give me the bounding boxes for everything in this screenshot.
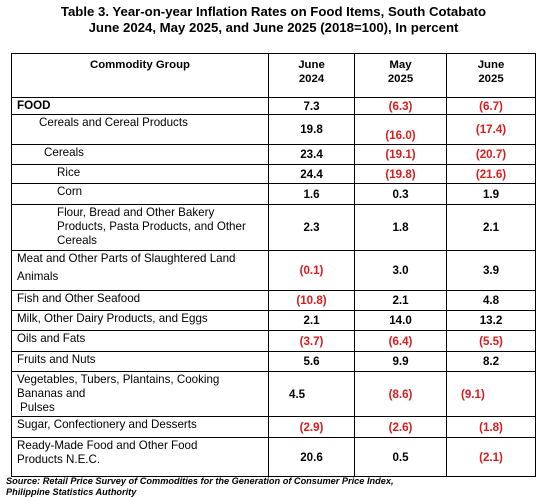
row-label: Corn <box>11 183 269 205</box>
table-row: Cereals and Cereal Products 19.8 (16.0) … <box>11 114 536 145</box>
header-may-2025: May 2025 <box>354 53 447 98</box>
row-label: Meat and Other Parts of Slaughtered Land… <box>11 250 269 291</box>
cell-may-2025: (16.0) <box>354 114 447 145</box>
source-line-1: Source: Retail Price Survey of Commoditi… <box>6 476 394 486</box>
row-label: Rice <box>11 164 269 184</box>
cell-may-2025: 0.3 <box>354 183 447 205</box>
cell-june-2025: (20.7) <box>446 144 536 165</box>
cell-june-2024: (2.9) <box>268 416 355 438</box>
cell-june-2025: 3.9 <box>446 250 536 291</box>
cell-june-2024: (10.8) <box>268 290 355 311</box>
title-line-1: Table 3. Year-on-year Inflation Rates on… <box>60 4 487 19</box>
cell-may-2025: 2.1 <box>354 290 447 311</box>
cell-may-2025: 9.9 <box>354 351 447 372</box>
table-row: Milk, Other Dairy Products, and Eggs 2.1… <box>11 310 536 331</box>
cell-june-2024: 1.6 <box>268 183 355 205</box>
cell-may-2025: (8.6) <box>354 371 447 417</box>
title-line-2: June 2024, May 2025, and June 2025 (2018… <box>88 20 459 35</box>
cell-may-2025: (19.1) <box>354 144 447 165</box>
table-row: Cereals 23.4 (19.1) (20.7) <box>11 144 536 165</box>
cell-may-2025: (19.8) <box>354 164 447 184</box>
header-commodity-group: Commodity Group <box>11 53 269 98</box>
cell-june-2024: (3.7) <box>268 330 355 352</box>
row-label: Flour, Bread and Other Bakery Products, … <box>11 204 269 251</box>
cell-june-2025: 4.8 <box>446 290 536 311</box>
table-row: Meat and Other Parts of Slaughtered Land… <box>11 250 536 291</box>
inflation-table: Commodity Group June 2024 May 2025 June 202… <box>11 53 536 477</box>
cell-june-2024: 24.4 <box>268 164 355 184</box>
cell-june-2025: (17.4) <box>446 114 536 145</box>
cell-june-2024: 7.3 <box>268 97 355 115</box>
row-label: Fish and Other Seafood <box>11 290 269 311</box>
cell-june-2024: 19.8 <box>268 114 355 145</box>
row-label: Milk, Other Dairy Products, and Eggs <box>11 310 269 331</box>
cell-june-2024: 2.1 <box>268 310 355 331</box>
cell-may-2025: 1.8 <box>354 204 447 251</box>
cell-may-2025: (6.3) <box>354 97 447 115</box>
row-label: FOOD <box>11 97 269 115</box>
cell-june-2024: 2.3 <box>268 204 355 251</box>
row-label: Cereals <box>11 144 269 165</box>
table-row: Corn 1.6 0.3 1.9 <box>11 183 536 205</box>
table-row: Ready-Made Food and Other Food Products … <box>11 437 536 477</box>
cell-june-2025: (9.1) <box>446 371 536 417</box>
cell-june-2025: 1.9 <box>446 183 536 205</box>
table-row: Rice 24.4 (19.8) (21.6) <box>11 164 536 184</box>
row-label: Oils and Fats <box>11 330 269 352</box>
cell-june-2025: 8.2 <box>446 351 536 372</box>
cell-june-2025: (2.1) <box>446 437 536 477</box>
cell-june-2025: (1.8) <box>446 416 536 438</box>
table-row: Flour, Bread and Other Bakery Products, … <box>11 204 536 251</box>
cell-june-2024: 23.4 <box>268 144 355 165</box>
cell-june-2025: 13.2 <box>446 310 536 331</box>
row-label: Ready-Made Food and Other Food Products … <box>11 437 269 477</box>
header-row: Commodity Group June 2024 May 2025 June 202… <box>11 53 536 98</box>
cell-may-2025: 0.5 <box>354 437 447 477</box>
cell-june-2024: (0.1) <box>268 250 355 291</box>
cell-may-2025: 14.0 <box>354 310 447 331</box>
cell-june-2024: 20.6 <box>268 437 355 477</box>
cell-june-2025: (21.6) <box>446 164 536 184</box>
cell-may-2025: (6.4) <box>354 330 447 352</box>
table-row: Oils and Fats (3.7) (6.4) (5.5) <box>11 330 536 352</box>
cell-june-2025: 2.1 <box>446 204 536 251</box>
row-label: Fruits and Nuts <box>11 351 269 372</box>
cell-may-2025: (2.6) <box>354 416 447 438</box>
table-title: Table 3. Year-on-year Inflation Rates on… <box>0 4 547 36</box>
cell-june-2024: 4.5 <box>268 371 355 417</box>
row-label: Sugar, Confectionery and Desserts <box>11 416 269 438</box>
header-june-2024: June 2024 <box>268 53 355 98</box>
table-row: Vegetables, Tubers, Plantains, Cooking B… <box>11 371 536 417</box>
source-note: Source: Retail Price Survey of Commoditi… <box>6 476 394 497</box>
cell-june-2025: (6.7) <box>446 97 536 115</box>
table-row: Fruits and Nuts 5.6 9.9 8.2 <box>11 351 536 372</box>
cell-june-2025: (5.5) <box>446 330 536 352</box>
cell-june-2024: 5.6 <box>268 351 355 372</box>
header-june-2025: June 2025 <box>446 53 536 98</box>
cell-may-2025: 3.0 <box>354 250 447 291</box>
row-label: Cereals and Cereal Products <box>11 114 269 145</box>
table-row: Fish and Other Seafood (10.8) 2.1 4.8 <box>11 290 536 311</box>
table-row: FOOD 7.3 (6.3) (6.7) <box>11 97 536 115</box>
row-label: Vegetables, Tubers, Plantains, Cooking B… <box>11 371 269 417</box>
source-line-2: Philippine Statistics Authority <box>6 486 137 497</box>
table-row: Sugar, Confectionery and Desserts (2.9) … <box>11 416 536 438</box>
